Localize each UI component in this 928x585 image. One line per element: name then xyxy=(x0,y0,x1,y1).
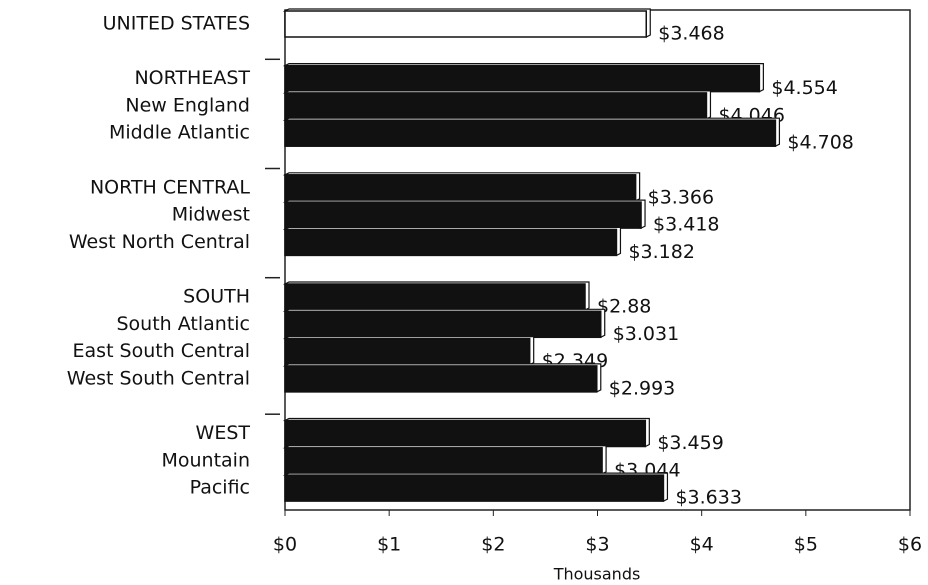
category-label: Midwest xyxy=(172,204,250,226)
category-label: New England xyxy=(125,94,250,116)
bar xyxy=(284,337,531,366)
x-axis-label: Thousands xyxy=(553,565,641,584)
bar xyxy=(284,310,602,339)
category-label: West South Central xyxy=(67,367,250,389)
value-label: $3.418 xyxy=(653,214,719,236)
bar xyxy=(284,365,598,393)
bar xyxy=(284,474,665,502)
bar xyxy=(284,419,647,448)
category-label: WEST xyxy=(196,422,251,444)
category-label: East South Central xyxy=(73,340,250,362)
category-label: NORTH CENTRAL xyxy=(90,176,250,198)
category-label: UNITED STATES xyxy=(103,13,250,35)
x-tick-label: $2 xyxy=(481,534,505,556)
category-label: Mountain xyxy=(161,449,250,471)
bar xyxy=(284,447,603,475)
value-label: $4.554 xyxy=(771,77,837,99)
x-tick-label: $6 xyxy=(898,534,922,556)
value-label: $2.88 xyxy=(597,296,651,318)
value-label: $4.708 xyxy=(787,132,853,154)
category-label: Middle Atlantic xyxy=(109,122,250,144)
bar xyxy=(284,174,637,202)
x-tick-label: $0 xyxy=(273,534,297,556)
value-label: $3.366 xyxy=(648,186,714,208)
bar xyxy=(284,10,647,38)
value-label: $3.633 xyxy=(675,487,741,509)
bar xyxy=(284,201,642,229)
x-tick-label: $1 xyxy=(377,534,401,556)
bar xyxy=(284,92,708,120)
x-tick-label: $5 xyxy=(794,534,818,556)
value-label: $2.993 xyxy=(609,377,675,399)
value-label: $3.468 xyxy=(658,23,724,45)
category-label: NORTHEAST xyxy=(134,67,250,89)
x-tick-label: $3 xyxy=(585,534,609,556)
value-label: $3.459 xyxy=(657,432,723,454)
x-tick-label: $4 xyxy=(690,534,714,556)
bar xyxy=(284,228,618,257)
category-label: South Atlantic xyxy=(116,313,250,335)
value-label: $3.031 xyxy=(613,323,679,345)
bar xyxy=(284,64,761,93)
category-label: Pacific xyxy=(190,477,250,499)
category-label: West North Central xyxy=(69,231,250,253)
category-label: SOUTH xyxy=(183,286,250,308)
bar xyxy=(284,283,586,311)
bar xyxy=(284,119,777,147)
value-label: $3.182 xyxy=(628,241,694,263)
